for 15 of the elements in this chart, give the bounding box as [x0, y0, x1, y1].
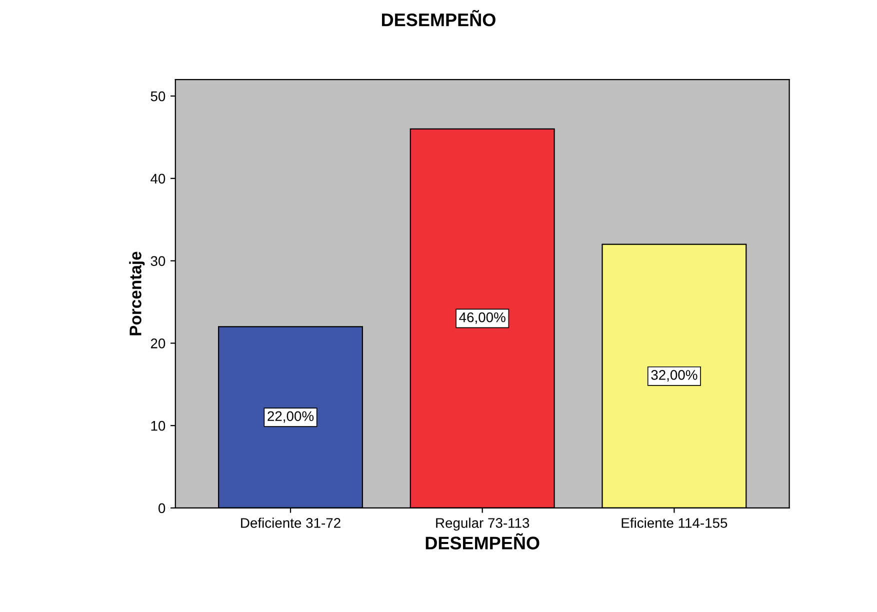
y-tick-label: 50 [150, 91, 166, 102]
data-label: 46,00% [459, 312, 506, 324]
x-tick-label: Deficiente 31-72 [241, 518, 340, 528]
data-label: 22,00% [268, 411, 314, 423]
y-tick-label: 40 [150, 174, 166, 184]
y-tick-label: 20 [150, 338, 166, 348]
y-tick-label: 0 [158, 503, 166, 514]
chart-title: DESEMPEÑO [382, 10, 496, 26]
data-label: 32,00% [651, 370, 698, 382]
y-axis-title: Porcentaje [129, 252, 145, 336]
x-tick-label: Eficiente 114-155 [622, 518, 728, 528]
x-tick-label: Regular 73-113 [436, 518, 530, 531]
x-axis-title: DESEMPEÑO [426, 533, 540, 550]
y-tick-label: 10 [151, 420, 166, 431]
y-tick-label: 30 [150, 256, 166, 266]
